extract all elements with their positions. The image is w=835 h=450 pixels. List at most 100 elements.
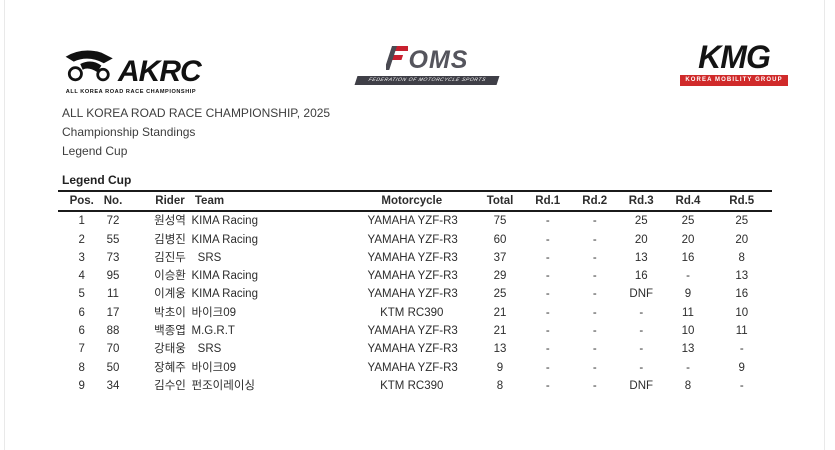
akrc-logo: AKRC ALL KOREA ROAD RACE CHAMPIONSHIP	[64, 46, 202, 95]
cell-rd5: -	[739, 379, 744, 392]
cell-rider: 장혜주	[154, 361, 186, 374]
table-row: 7 70 강태웅 SRS YAMAHA YZF-R3 13 - - - 13 -	[58, 340, 772, 358]
kmg-logo: KMG KOREA MOBILITY GROUP	[678, 40, 790, 86]
cell-rd4: 16	[681, 251, 695, 264]
akrc-logo-subtitle: ALL KOREA ROAD RACE CHAMPIONSHIP	[65, 89, 197, 95]
cell-no: 50	[106, 361, 120, 374]
cell-no: 55	[106, 233, 120, 246]
cell-pos: 2	[78, 233, 85, 246]
cell-rd1: -	[545, 361, 550, 374]
cell-team: M.G.R.T	[191, 325, 235, 338]
cell-rd2: -	[592, 306, 597, 319]
cell-team: 바이크09	[191, 306, 237, 319]
cell-rd3: 20	[634, 233, 648, 246]
page-edge-right	[824, 0, 825, 450]
cell-rd4: 25	[681, 215, 695, 228]
cell-rider: 이계웅	[154, 288, 186, 301]
foms-logo: OMS FEDERATION OF MOTORCYCLE SPORTS	[353, 46, 501, 85]
cell-rd5: 8	[738, 251, 745, 264]
cell-motorcycle: YAMAHA YZF-R3	[367, 233, 458, 246]
cell-rd5: 25	[735, 215, 749, 228]
cell-pos: 4	[78, 270, 85, 283]
cell-rd2: -	[592, 233, 597, 246]
cell-rd3: DNF	[629, 379, 654, 392]
cell-total: 29	[493, 270, 507, 283]
cell-total: 8	[496, 379, 504, 392]
cell-pos: 3	[78, 251, 85, 264]
cell-rd4: -	[686, 270, 690, 283]
cell-team: 바이크09	[191, 361, 237, 374]
table-row: 4 95 이승환 KIMA Racing YAMAHA YZF-R3 29 - …	[58, 267, 772, 285]
cell-no: 70	[106, 343, 120, 356]
col-header-pos: Pos.	[58, 189, 98, 213]
cell-motorcycle: YAMAHA YZF-R3	[367, 270, 458, 283]
document-heading: ALL KOREA ROAD RACE CHAMPIONSHIP, 2025 C…	[62, 104, 330, 161]
cell-team: SRS	[197, 251, 222, 264]
cell-rider: 김수인	[154, 379, 186, 392]
cell-rider: 백종엽	[154, 325, 186, 338]
cell-no: 34	[106, 379, 120, 392]
cell-motorcycle: YAMAHA YZF-R3	[367, 325, 458, 338]
cell-motorcycle: YAMAHA YZF-R3	[367, 288, 458, 301]
foms-logo-text: OMS	[408, 46, 469, 74]
championship-title: ALL KOREA ROAD RACE CHAMPIONSHIP, 2025	[62, 106, 331, 120]
cell-rd2: -	[592, 270, 597, 283]
cell-rd2: -	[592, 379, 597, 392]
col-header-rd3: Rd.3	[618, 189, 665, 213]
cell-team: SRS	[197, 343, 222, 356]
table-row: 5 11 이계웅 KIMA Racing YAMAHA YZF-R3 25 - …	[58, 285, 772, 303]
kmg-logo-text: KMG	[698, 39, 771, 75]
foms-logo-subtitle: FEDERATION OF MOTORCYCLE SPORTS	[354, 76, 500, 85]
cell-rd5: 13	[735, 270, 749, 283]
kmg-logo-subtitle: KOREA MOBILITY GROUP	[680, 75, 788, 86]
cell-no: 73	[106, 251, 120, 264]
cell-rd4: 20	[681, 233, 695, 246]
cell-rd4: 10	[681, 325, 695, 338]
cell-team: KIMA Racing	[191, 233, 258, 246]
col-header-rd4: Rd.4	[664, 189, 712, 213]
cell-rider: 김진두	[154, 251, 186, 264]
cell-rd4: 8	[684, 379, 692, 392]
akrc-logo-text: AKRC	[118, 55, 202, 88]
cell-motorcycle: KTM RC390	[380, 306, 444, 319]
cell-rd2: -	[592, 215, 597, 228]
standings-subtitle: Championship Standings	[62, 125, 196, 139]
cell-rd3: DNF	[629, 288, 654, 301]
cell-pos: 7	[78, 343, 85, 356]
col-header-rd5: Rd.5	[711, 189, 772, 213]
cell-rd3: -	[639, 343, 644, 356]
table-row: 6 17 박초이 바이크09 KTM RC390 21 - - - 11 10	[58, 304, 772, 322]
cell-total: 75	[493, 215, 507, 228]
table-row: 6 88 백종엽 M.G.R.T YAMAHA YZF-R3 21 - - - …	[58, 322, 772, 340]
cell-rd5: 11	[735, 325, 748, 338]
cell-rd1: -	[545, 251, 550, 264]
cell-pos: 8	[78, 361, 85, 374]
cell-no: 88	[106, 325, 120, 338]
cell-no: 72	[106, 215, 120, 228]
cell-rider: 강태웅	[154, 343, 186, 356]
cell-no: 17	[106, 306, 120, 319]
cell-rd2: -	[592, 251, 597, 264]
page-edge-left	[4, 0, 5, 450]
cell-motorcycle: YAMAHA YZF-R3	[367, 215, 458, 228]
cell-rd3: 13	[634, 251, 648, 264]
cell-pos: 1	[78, 215, 85, 228]
cell-motorcycle: YAMAHA YZF-R3	[367, 251, 458, 264]
col-header-rider: Rider	[141, 189, 192, 213]
cell-total: 25	[493, 288, 507, 301]
cell-total: 60	[493, 233, 507, 246]
table-row: 9 34 김수인 펀조이레이싱 KTM RC390 8 - - DNF 8 -	[58, 377, 772, 395]
cell-team: KIMA Racing	[191, 215, 258, 228]
cell-total: 21	[493, 306, 507, 319]
cell-rd2: -	[592, 288, 597, 301]
cell-pos: 5	[78, 288, 85, 301]
cell-rider: 박초이	[154, 306, 186, 319]
cell-motorcycle: YAMAHA YZF-R3	[367, 343, 458, 356]
cell-team: 펀조이레이싱	[191, 379, 255, 392]
cell-rd1: -	[545, 288, 550, 301]
col-header-rd1: Rd.1	[524, 189, 572, 213]
cell-rd5: 10	[735, 306, 749, 319]
class-name: Legend Cup	[62, 144, 128, 158]
col-header-no: No.	[97, 189, 142, 213]
